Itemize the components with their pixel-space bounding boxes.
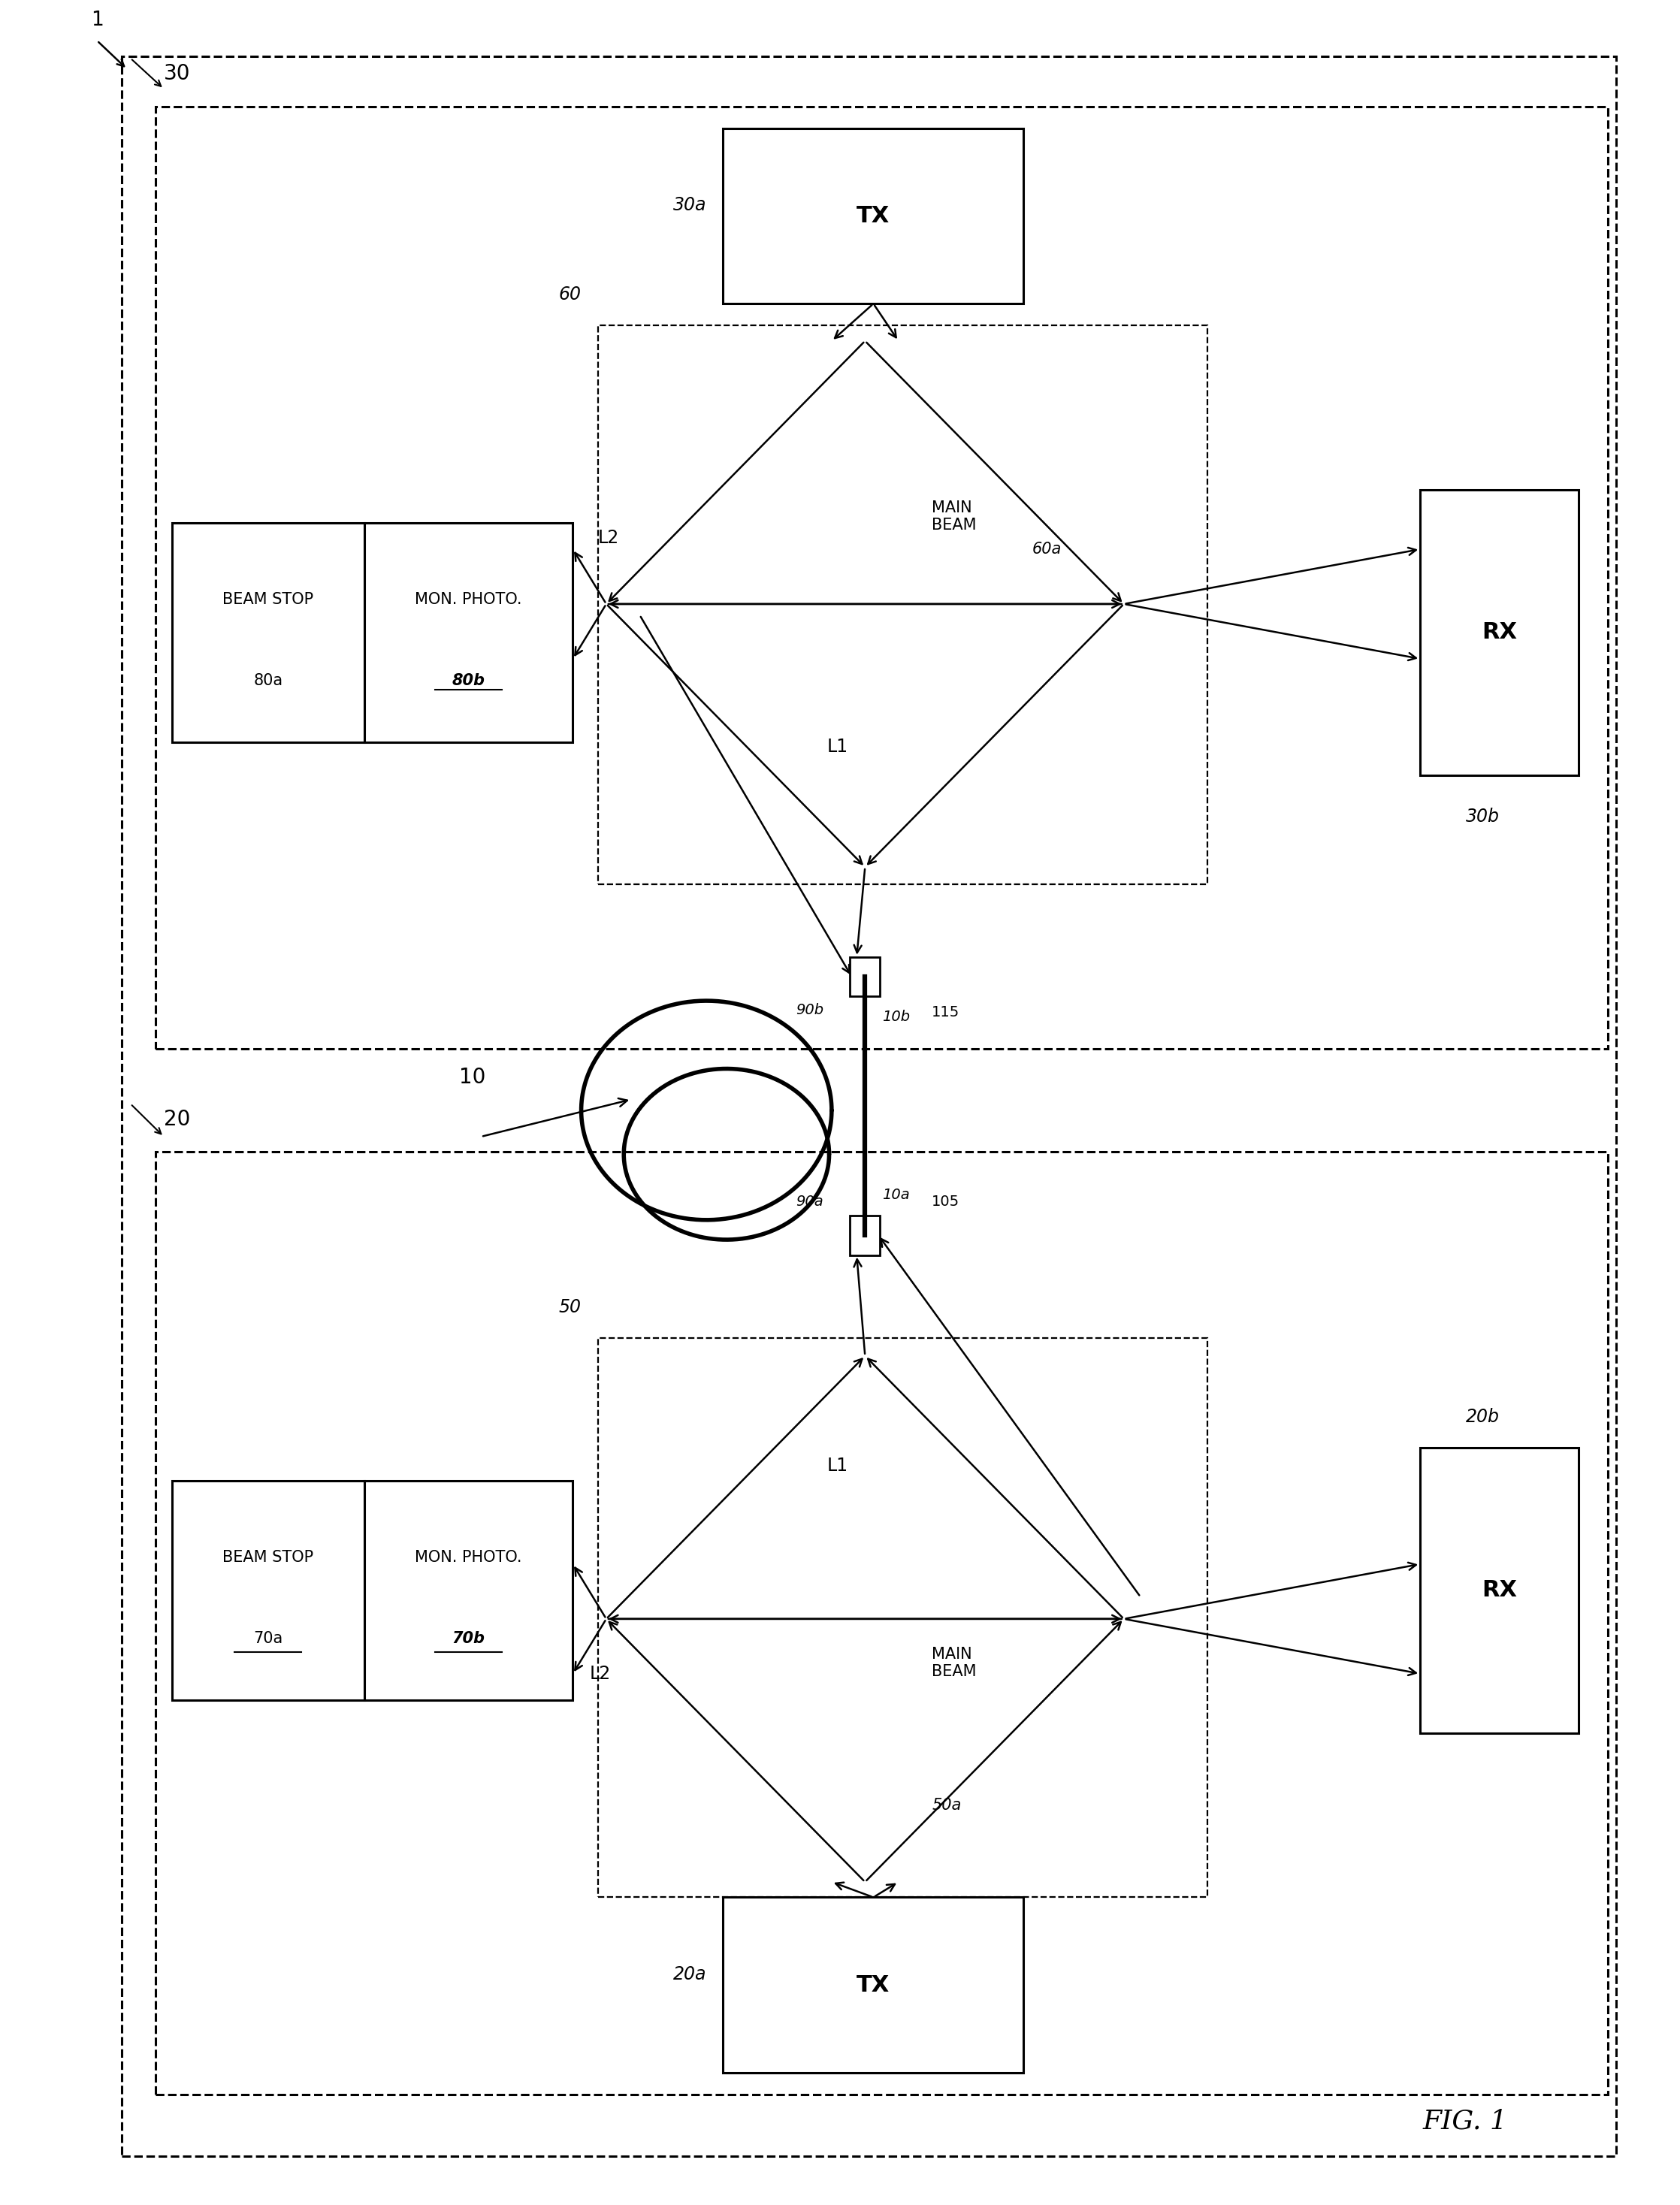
Text: 105: 105 bbox=[932, 1195, 959, 1208]
Text: L1: L1 bbox=[827, 736, 848, 756]
FancyBboxPatch shape bbox=[365, 523, 573, 743]
FancyBboxPatch shape bbox=[171, 523, 365, 743]
FancyBboxPatch shape bbox=[1420, 1449, 1579, 1733]
Text: 20a: 20a bbox=[674, 1965, 706, 1982]
FancyBboxPatch shape bbox=[722, 128, 1023, 304]
Text: 10b: 10b bbox=[882, 1010, 909, 1023]
Text: 20: 20 bbox=[165, 1109, 190, 1131]
Text: 90a: 90a bbox=[796, 1195, 823, 1208]
Text: 115: 115 bbox=[932, 1005, 959, 1019]
Text: 1: 1 bbox=[91, 11, 104, 29]
Text: RX: RX bbox=[1482, 622, 1517, 644]
Text: L2: L2 bbox=[598, 529, 620, 547]
Text: FIG. 1: FIG. 1 bbox=[1423, 2108, 1509, 2134]
Text: 30: 30 bbox=[165, 64, 190, 84]
Text: L2: L2 bbox=[590, 1665, 612, 1682]
Text: 90b: 90b bbox=[795, 1003, 823, 1017]
Text: TX: TX bbox=[857, 205, 890, 227]
Text: L1: L1 bbox=[827, 1458, 848, 1475]
Text: BEAM STOP: BEAM STOP bbox=[223, 1550, 314, 1566]
FancyBboxPatch shape bbox=[850, 957, 880, 997]
Text: 30a: 30a bbox=[674, 196, 706, 214]
Text: TX: TX bbox=[857, 1973, 890, 1996]
Text: 20b: 20b bbox=[1467, 1409, 1500, 1427]
Text: 80a: 80a bbox=[254, 673, 282, 688]
Text: 60a: 60a bbox=[1032, 542, 1062, 556]
Text: 50: 50 bbox=[559, 1299, 581, 1316]
FancyBboxPatch shape bbox=[365, 1482, 573, 1700]
Text: 30b: 30b bbox=[1467, 807, 1500, 827]
FancyBboxPatch shape bbox=[1420, 490, 1579, 774]
FancyBboxPatch shape bbox=[850, 1215, 880, 1255]
Text: 70a: 70a bbox=[254, 1632, 282, 1647]
Text: MAIN
BEAM: MAIN BEAM bbox=[932, 1647, 976, 1678]
Text: 60: 60 bbox=[559, 287, 581, 304]
Text: 50a: 50a bbox=[932, 1797, 961, 1813]
FancyBboxPatch shape bbox=[722, 1896, 1023, 2073]
Text: 10: 10 bbox=[459, 1067, 486, 1087]
Text: MAIN
BEAM: MAIN BEAM bbox=[932, 501, 976, 534]
Text: 10a: 10a bbox=[882, 1188, 909, 1202]
Text: BEAM STOP: BEAM STOP bbox=[223, 593, 314, 606]
Text: MON. PHOTO.: MON. PHOTO. bbox=[415, 1550, 522, 1566]
Text: 70b: 70b bbox=[452, 1632, 486, 1647]
Text: MON. PHOTO.: MON. PHOTO. bbox=[415, 593, 522, 606]
Text: RX: RX bbox=[1482, 1579, 1517, 1601]
Text: 80b: 80b bbox=[452, 673, 486, 688]
FancyBboxPatch shape bbox=[171, 1482, 365, 1700]
